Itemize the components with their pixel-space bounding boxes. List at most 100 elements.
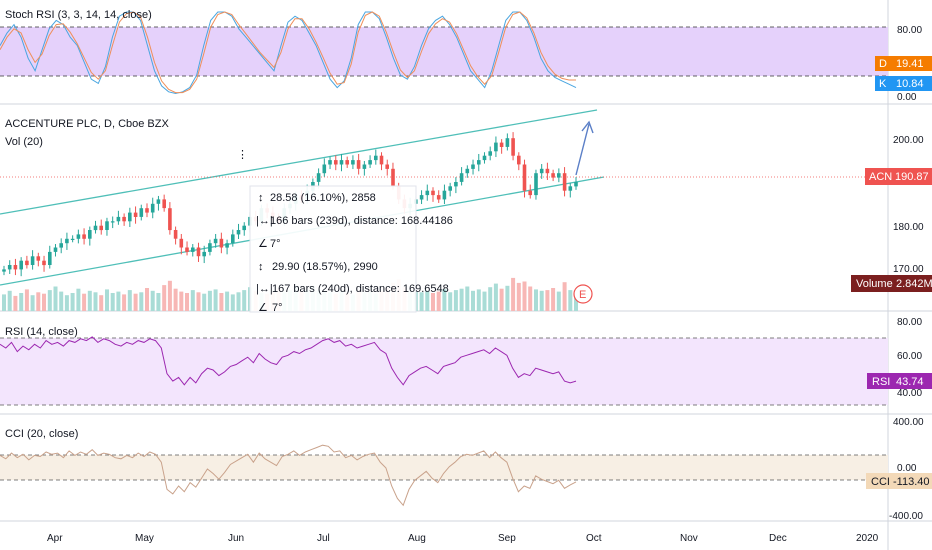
measure-line-2: 166 bars (239d), distance: 168.44186 <box>270 215 453 227</box>
candle-body <box>391 168 395 187</box>
volume-bar <box>459 288 464 311</box>
volume-bar <box>476 289 481 311</box>
volume-bar <box>145 288 149 311</box>
measure-icon-2: |↔| <box>256 215 273 227</box>
cci-series-line <box>0 444 577 507</box>
month-label-jun: Jun <box>228 533 244 544</box>
projection-arrow[interactable] <box>575 123 590 176</box>
candle-body <box>88 230 92 239</box>
candle-body <box>225 243 229 248</box>
volume-bar <box>534 289 538 311</box>
month-label-may: May <box>135 533 154 544</box>
volume-bar <box>87 290 92 311</box>
month-label-sep: Sep <box>498 533 516 544</box>
volume-bar <box>539 290 544 311</box>
volume-bar <box>24 289 29 311</box>
candle-body <box>442 190 447 200</box>
candle-body <box>13 265 18 270</box>
rsi-title[interactable]: RSI (14, close) <box>5 326 78 338</box>
month-label-dec: Dec <box>769 533 787 544</box>
volume-bar <box>574 290 578 311</box>
candle-body <box>499 142 504 147</box>
volume-title[interactable]: Vol (20) <box>5 136 43 148</box>
volume-bar <box>13 295 18 311</box>
cci-tag <box>866 473 932 489</box>
time-axis[interactable]: Apr May Jun Jul Aug Sep Oct Nov Dec 2020 <box>47 533 879 544</box>
rsi-line <box>0 336 577 386</box>
volume-bar <box>36 292 41 311</box>
candle-body <box>511 138 515 156</box>
stoch-k-tag <box>875 76 932 91</box>
rsi-band <box>0 338 888 405</box>
candle-body <box>351 160 355 165</box>
candle-body <box>76 234 81 239</box>
candle-body <box>419 195 424 200</box>
candle-body <box>2 269 6 272</box>
volume-bar <box>236 292 241 311</box>
candle-body <box>196 247 201 257</box>
volume-bar <box>425 290 430 311</box>
volume-bar <box>482 291 487 311</box>
cci-tag-label: CCI <box>871 476 890 488</box>
candle-body <box>99 225 103 231</box>
volume-bar <box>116 291 121 311</box>
rsi-tag-label: RSI <box>872 376 890 388</box>
drag-handle-icon[interactable]: ⋮ <box>237 149 248 161</box>
volume-bar <box>556 291 561 311</box>
earnings-marker-icon[interactable] <box>573 284 593 304</box>
price-tick-200: 200.00 <box>893 135 924 146</box>
candle-body <box>477 160 481 165</box>
candle-body <box>494 142 498 152</box>
month-label-apr: Apr <box>47 533 63 544</box>
candle-body <box>179 238 184 248</box>
measure-line-3: 7° <box>270 238 281 250</box>
rsi-tick-40: 40.00 <box>897 388 922 399</box>
rsi-series-line <box>0 336 577 386</box>
month-label-2020: 2020 <box>856 533 879 544</box>
candle-body <box>316 173 321 182</box>
volume-bar <box>516 282 521 311</box>
candle-body <box>231 234 235 244</box>
acn-price-tag-label: ACN <box>869 171 892 183</box>
volume-bar <box>442 289 447 311</box>
candle-body <box>431 190 435 196</box>
cci-tick-400: 400.00 <box>893 417 924 428</box>
candle-body <box>471 164 475 169</box>
candle-body <box>191 247 195 252</box>
volume-bar <box>70 293 75 311</box>
candle-body <box>133 212 138 217</box>
candle-body <box>539 168 544 174</box>
month-label-oct: Oct <box>586 533 602 544</box>
volume-bar <box>511 277 516 311</box>
volume-tag <box>851 275 932 292</box>
candle-body <box>36 256 41 261</box>
volume-tag-label: Volume <box>856 278 893 290</box>
candle-body <box>48 251 52 265</box>
volume-bar <box>219 293 224 311</box>
volume-bar <box>551 288 556 311</box>
candle-body <box>345 160 349 165</box>
candle-body <box>517 155 521 165</box>
volume-bar <box>522 281 527 311</box>
candle-body <box>105 221 109 230</box>
main-title[interactable]: ACCENTURE PLC, D, Cboe BZX <box>5 118 169 130</box>
volume-bar <box>499 288 504 311</box>
channel-upper-line[interactable] <box>0 109 598 215</box>
volume-bar <box>150 290 155 311</box>
volume-bar <box>465 286 470 311</box>
candle-body <box>173 230 178 239</box>
candle-body <box>236 230 241 235</box>
candle-body <box>362 164 367 169</box>
stoch-rsi-title[interactable]: Stoch RSI (3, 3, 14, 14, close) <box>5 9 152 21</box>
candle-body <box>557 173 561 178</box>
candle-body <box>568 186 573 191</box>
volume-bar <box>528 286 533 311</box>
rsi-tag-value: 43.74 <box>896 376 924 388</box>
cci-title[interactable]: CCI (20, close) <box>5 428 78 440</box>
volume-bar <box>493 283 498 311</box>
volume-bar <box>202 293 207 311</box>
candle-body <box>448 186 452 191</box>
volume-bar <box>156 293 161 311</box>
volume-bar <box>64 295 69 311</box>
